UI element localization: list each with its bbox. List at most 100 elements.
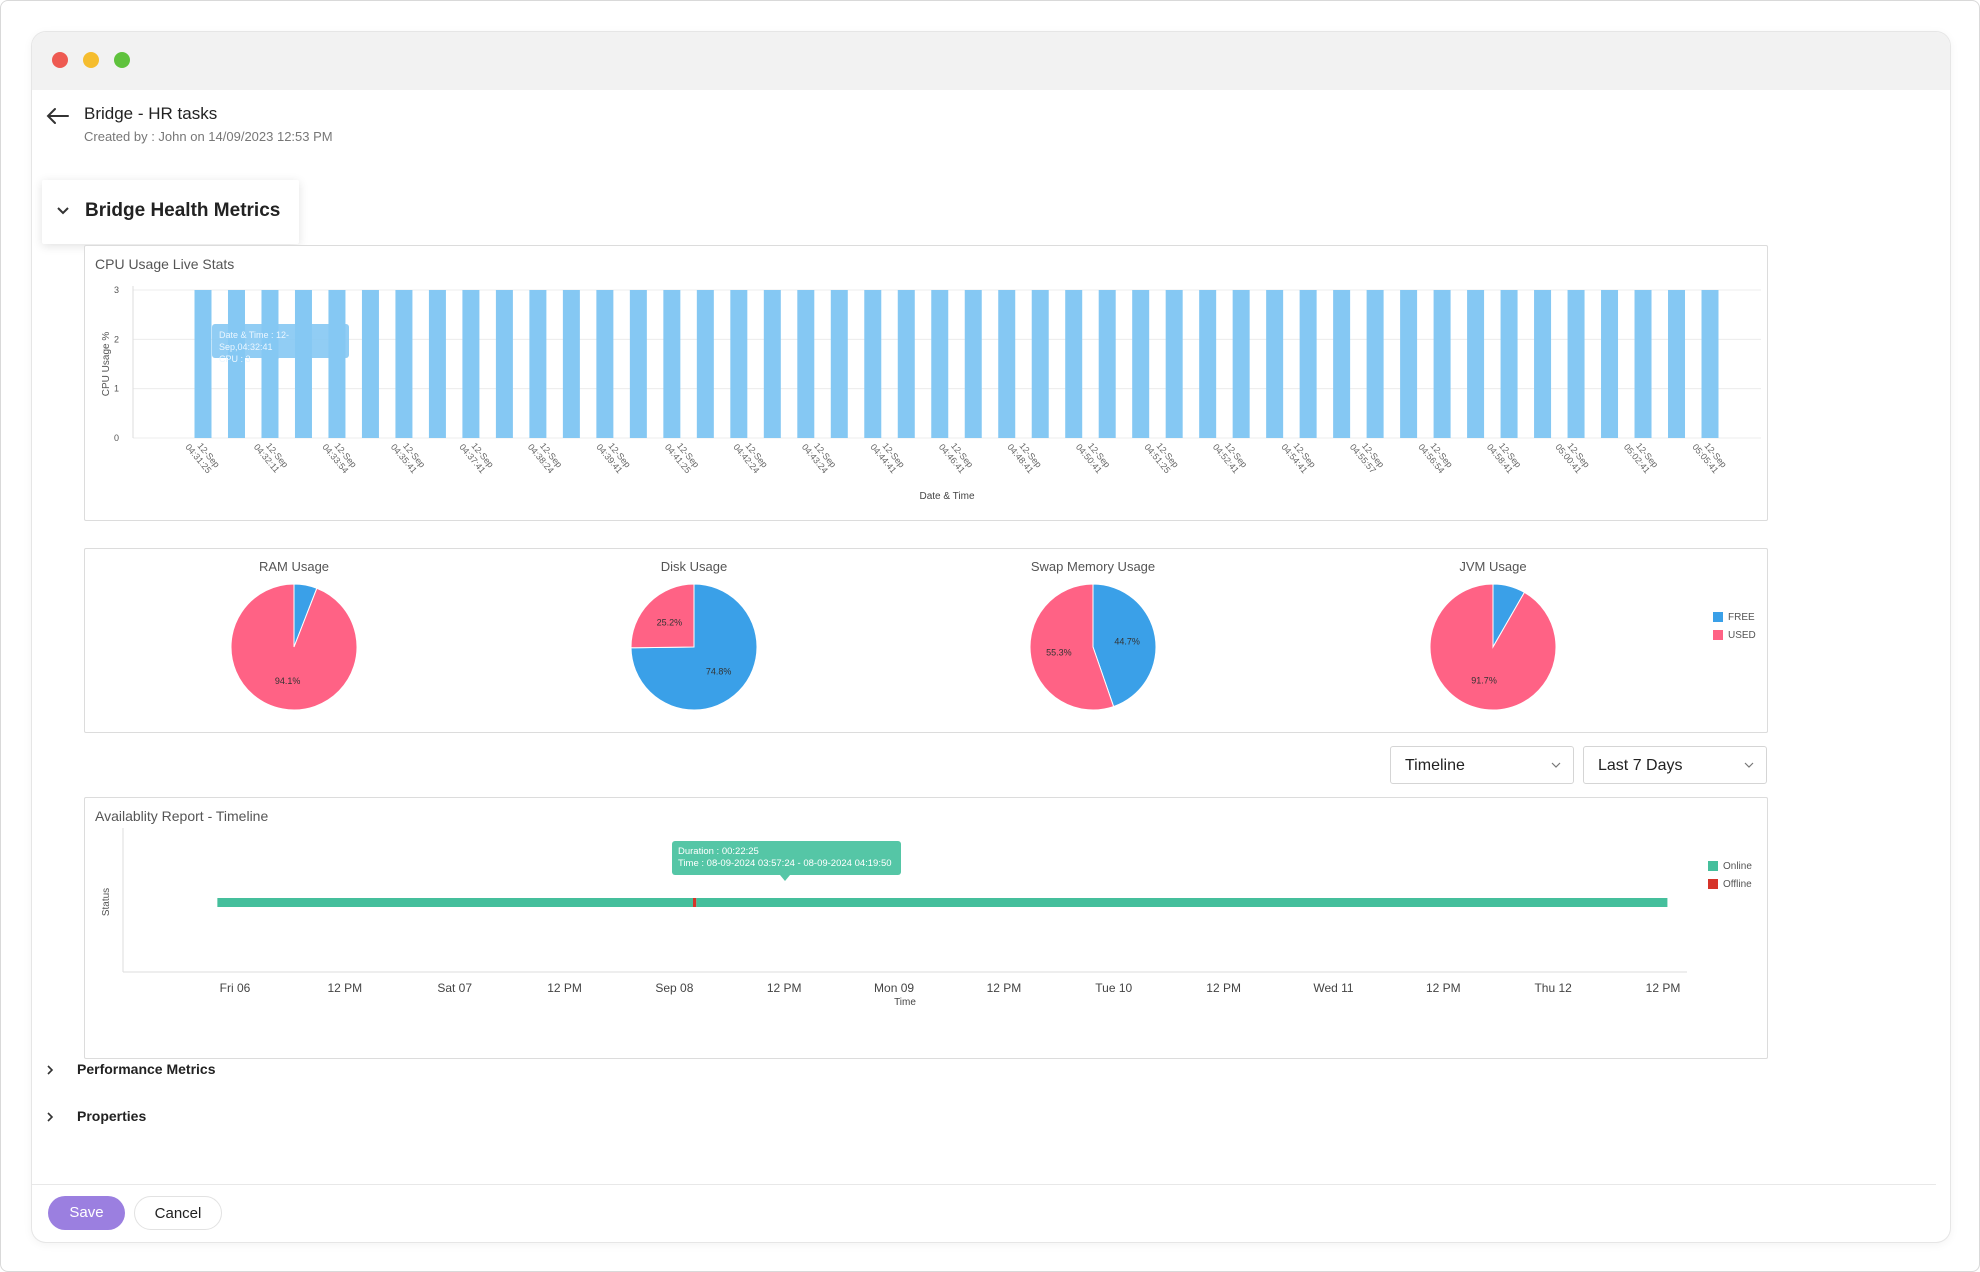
y-axis-label: CPU Usage % [101,332,112,397]
x-tick-label: Tue 10 [1095,981,1132,995]
back-arrow-icon [46,108,69,124]
x-tick-label: 12 PM [547,981,582,995]
x-tick-label: 12-Sep04:33:54 [320,435,358,475]
x-tick-label: 12 PM [1426,981,1461,995]
cpu-bar [194,290,212,438]
x-tick-label: 12-Sep04:56:54 [1416,435,1454,475]
cpu-bar [1199,290,1217,438]
save-button[interactable]: Save [48,1196,125,1230]
cpu-chart-title: CPU Usage Live Stats [95,256,235,272]
section-properties-title: Properties [77,1108,147,1124]
view-type-select[interactable]: Timeline [1390,746,1574,784]
availability-timeline-chart: Status Fri 06 12 PM Sat 07 12 PM Sep 08 12 PM M… [101,828,1687,1008]
close-window-button[interactable] [52,52,68,68]
x-tick-label: 12-Sep04:42:24 [731,435,769,475]
cpu-bar [629,290,647,438]
cpu-bar [1299,290,1317,438]
y-tick-label: 0 [114,433,119,443]
page-title: Bridge - HR tasks [84,104,218,123]
y-axis-label: Status [101,888,112,916]
chevron-right-icon [47,1112,54,1122]
availability-tooltip-line2: Time : 08-09-2024 03:57:24 - 08-09-2024 … [678,858,892,869]
pie-slice-label: 74.8% [706,666,732,676]
pie-slice-label: 44.7% [1114,636,1140,646]
x-tick-label: 12-Sep05:00:41 [1553,435,1591,475]
cpu-bar [529,290,547,438]
pie-charts: RAM Usage 94.1% Disk Usage 74.8% 25.2% Swap M… [230,559,1557,711]
x-tick-label: Sat 07 [437,981,472,995]
section-health-header[interactable]: Bridge Health Metrics [42,180,299,244]
used-swatch [1713,630,1723,641]
cpu-tooltip-pointer [269,358,279,364]
legend-label-used: USED [1728,630,1756,641]
app-window: Bridge - HR tasks Created by : John on 1… [32,32,1950,1242]
cpu-bar [1668,290,1686,438]
x-tick-label: 12-Sep04:38:24 [526,435,564,475]
footer-divider [32,1184,1936,1185]
x-tick-label: 12-Sep04:58:41 [1485,435,1523,475]
cancel-button[interactable]: Cancel [134,1196,222,1230]
cpu-bar [1232,290,1250,438]
maximize-window-button[interactable] [114,52,130,68]
cpu-bar [663,290,681,438]
x-tick-label: 12 PM [1206,981,1241,995]
chevron-right-icon [47,1065,54,1075]
cpu-bar [1400,290,1418,438]
cpu-bar [1534,290,1552,438]
y-tick-label: 2 [114,334,119,344]
cpu-bar [730,290,748,438]
x-tick-label: 12-Sep04:43:24 [800,435,838,475]
cpu-bar [1634,290,1652,438]
x-tick-label: 12-Sep04:35:41 [389,435,427,475]
cpu-bar [1132,290,1150,438]
cpu-bar [1098,290,1116,438]
free-swatch [1713,612,1723,623]
x-tick-label: 12-Sep04:41:25 [663,435,701,475]
cpu-chart-card: CPU Usage Live Stats 0 1 2 3 CPU Usage % Date… [84,245,1768,521]
minimize-window-button[interactable] [83,52,99,68]
section-performance-header[interactable]: Performance Metrics [46,1056,446,1082]
x-tick-label: 12-Sep04:46:41 [937,435,975,475]
legend-label-online: Online [1723,861,1752,872]
section-performance-title: Performance Metrics [77,1061,216,1077]
pie-title: JVM Usage [1459,559,1526,574]
x-tick-label: 12-Sep05:02:41 [1622,435,1660,475]
legend-item-used: USED [1713,630,1756,641]
y-tick-label: 1 [114,384,119,394]
cpu-bar [931,290,949,438]
x-tick-label: 12-Sep04:32:11 [252,435,290,475]
date-range-select[interactable]: Last 7 Days [1583,746,1767,784]
x-tick-label: 12-Sep04:51:25 [1142,435,1180,475]
pie-slice-used [1029,583,1115,711]
x-tick-label: 12-Sep04:37:41 [457,435,495,475]
cpu-bar [696,290,714,438]
availability-card: Availablity Report - Timeline Status Fri … [84,797,1768,1059]
cpu-bar [1500,290,1518,438]
x-tick-label: 12-Sep04:52:41 [1211,435,1249,475]
cpu-bar [395,290,413,438]
cpu-bar [596,290,614,438]
back-button[interactable] [44,104,70,128]
cpu-bar [998,290,1016,438]
pie-title: Disk Usage [661,559,727,574]
x-tick-label: Thu 12 [1534,981,1572,995]
cpu-bar [1701,290,1719,438]
availability-tooltip-line1: Duration : 00:22:25 [678,846,759,857]
created-by-text: Created by : John on 14/09/2023 12:53 PM [84,129,333,144]
cpu-bar [428,290,446,438]
section-properties-header[interactable]: Properties [46,1103,446,1129]
x-tick-label: 12 PM [328,981,363,995]
x-tick-label: Wed 11 [1313,981,1354,995]
x-tick-label: Fri 06 [220,981,251,995]
segment-online [217,898,693,907]
x-tick-label: 12 PM [767,981,802,995]
cpu-tooltip: Date & Time : 12-Sep,04:32:41 CPU : 3 [212,324,349,364]
offline-swatch [1708,879,1718,890]
cpu-bar [562,290,580,438]
cpu-bar [1467,290,1485,438]
cpu-bar [763,290,781,438]
pie-slice-used [630,583,695,649]
pie-slice-used [230,583,358,711]
x-tick-label: 12 PM [987,981,1022,995]
cpu-bar [1266,290,1284,438]
